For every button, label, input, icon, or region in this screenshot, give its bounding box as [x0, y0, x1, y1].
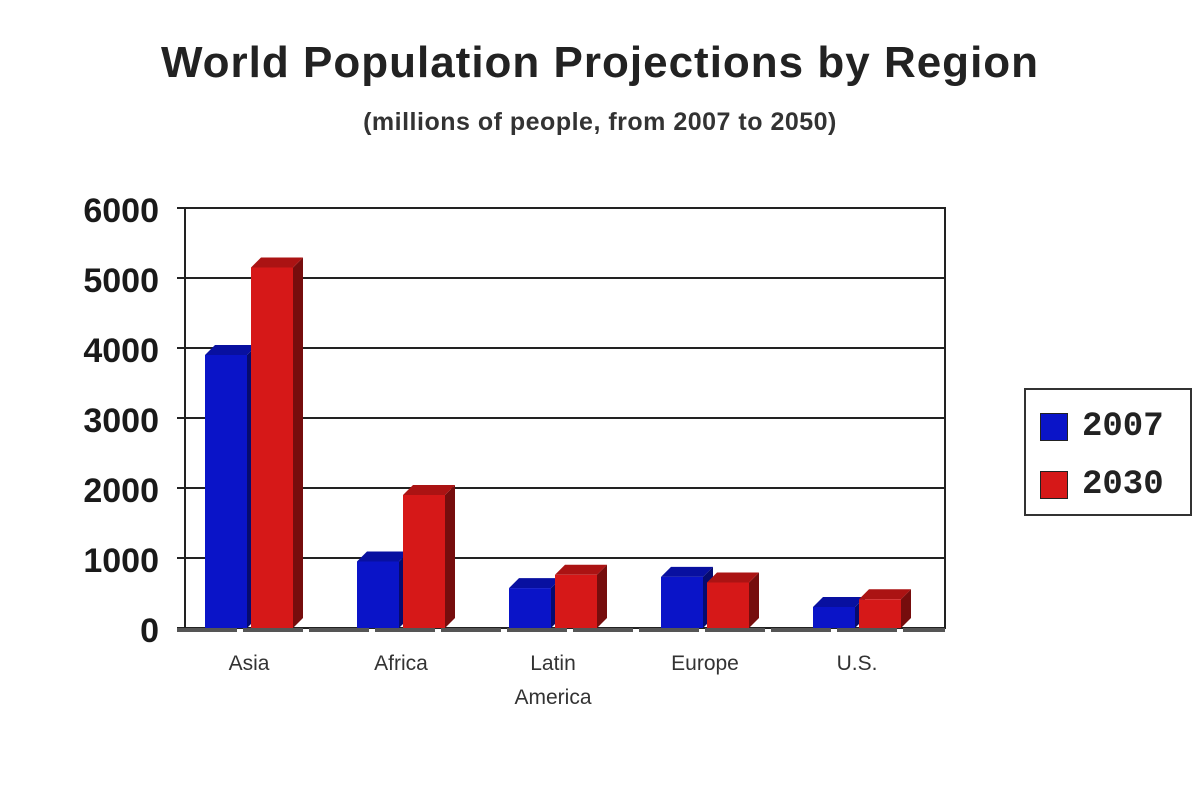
bar-top [251, 257, 303, 268]
bar-top [357, 551, 409, 562]
bar-top [403, 485, 455, 495]
bar-top [205, 345, 257, 355]
chart-legend: 2007 2030 [1024, 388, 1192, 516]
y-tick-label: 1000 [83, 542, 159, 580]
bar [859, 599, 901, 628]
legend-label-2030: 2030 [1082, 466, 1164, 504]
bar-side [597, 564, 607, 628]
bar-top [813, 597, 865, 607]
bar-top [661, 566, 713, 577]
y-tick-label: 5000 [83, 262, 159, 300]
bar-side [749, 572, 759, 628]
y-tick-label: 3000 [83, 402, 159, 440]
bar [555, 574, 597, 628]
y-tick-label: 4000 [83, 332, 159, 370]
bar-side [445, 485, 455, 628]
bar [509, 588, 551, 628]
bar [661, 576, 703, 628]
bar-side [901, 589, 911, 628]
bar-side [293, 257, 303, 628]
x-tick-label: Latin America [514, 652, 591, 709]
x-tick-label: Asia [229, 652, 270, 675]
chart-title: World Population Projections by Region [160, 38, 1040, 87]
bar [813, 607, 855, 628]
y-tick-label: 6000 [83, 192, 159, 230]
legend-swatch-2030 [1040, 471, 1068, 499]
bar-top [555, 564, 607, 575]
bar [707, 582, 749, 628]
chart-subtitle: (millions of people, from 2007 to 2050) [363, 108, 837, 136]
legend-item-2030: 2030 [1040, 466, 1164, 504]
y-tick-label: 0 [140, 612, 159, 650]
bar [251, 267, 293, 628]
bar-top [707, 572, 759, 583]
legend-swatch-2007 [1040, 413, 1068, 441]
bar-top [509, 578, 561, 589]
x-tick-label: Europe [671, 652, 739, 675]
bar [205, 355, 247, 628]
bar [403, 495, 445, 628]
bar-top [859, 589, 911, 600]
legend-item-2007: 2007 [1040, 408, 1164, 446]
legend-label-2007: 2007 [1082, 408, 1164, 446]
y-tick-label: 2000 [83, 472, 159, 510]
x-tick-label: U.S. [837, 652, 878, 675]
bar [357, 561, 399, 628]
x-tick-label: Africa [374, 652, 428, 675]
